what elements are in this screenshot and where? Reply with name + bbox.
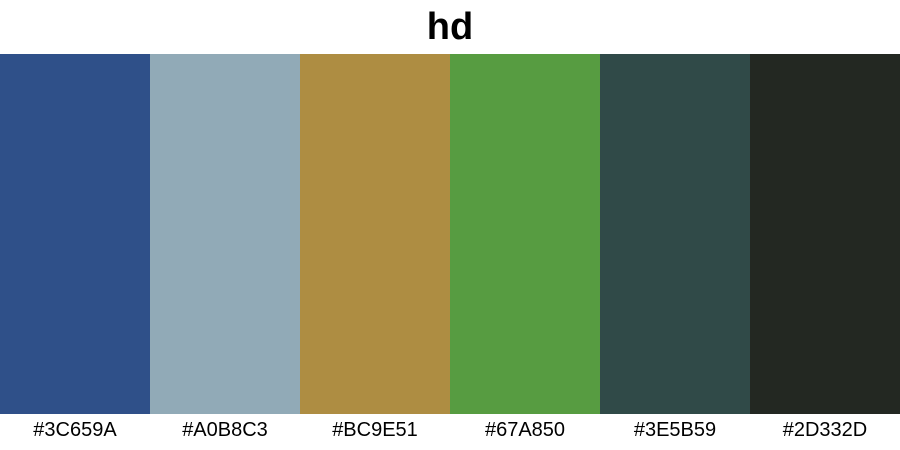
color-swatch-1 <box>0 54 150 414</box>
color-swatch-2 <box>150 54 300 414</box>
swatch-hex-label-2: #A0B8C3 <box>182 419 268 441</box>
swatch-hex-label-6: #2D332D <box>782 419 868 441</box>
color-swatch-4 <box>450 54 600 414</box>
swatch-label-row: #3C659A #A0B8C3 #BC9E51 #67A850 #3E5B59 … <box>0 414 900 448</box>
swatch-hex-label-5: #3E5B59 <box>633 419 717 441</box>
color-swatch-3 <box>300 54 450 414</box>
color-swatch-6 <box>750 54 900 414</box>
swatch-hex-label-1: #3C659A <box>33 419 117 441</box>
swatch-row <box>0 54 900 414</box>
swatch-hex-label-3: #BC9E51 <box>332 419 418 441</box>
color-swatch-5 <box>600 54 750 414</box>
palette-title: hd <box>426 5 474 48</box>
swatch-hex-label-4: #67A850 <box>484 419 566 441</box>
